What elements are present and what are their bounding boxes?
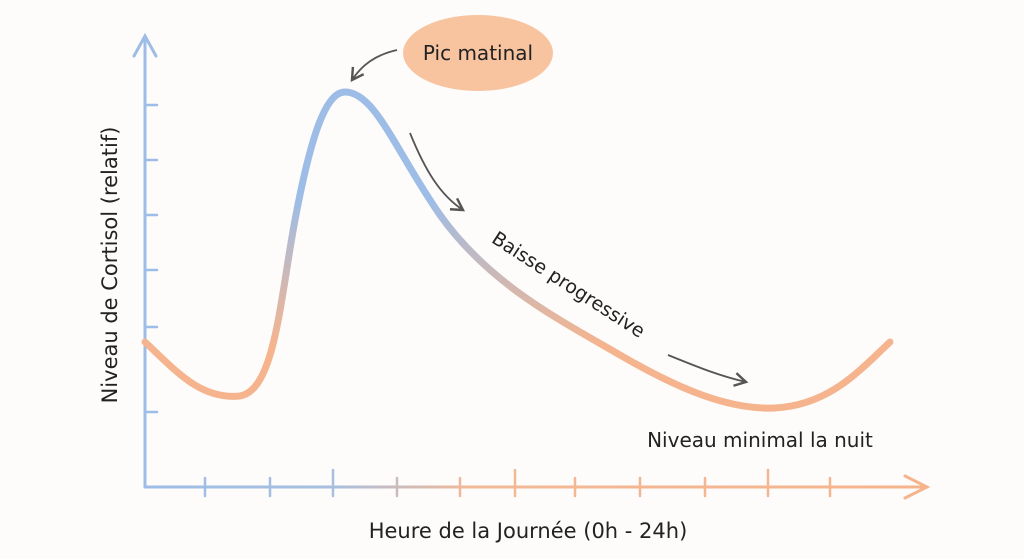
cortisol-curve: [141, 88, 894, 412]
y-axis-label: Niveau de Cortisol (relatif): [98, 127, 122, 404]
axes: [132, 32, 931, 500]
minimum-label: Niveau minimal la nuit: [647, 428, 873, 452]
annotation-arrows: [350, 49, 749, 387]
peak-label: Pic matinal: [423, 41, 533, 65]
peak-bubble: [403, 15, 553, 91]
x-axis-label: Heure de la Journée (0h - 24h): [369, 519, 688, 543]
